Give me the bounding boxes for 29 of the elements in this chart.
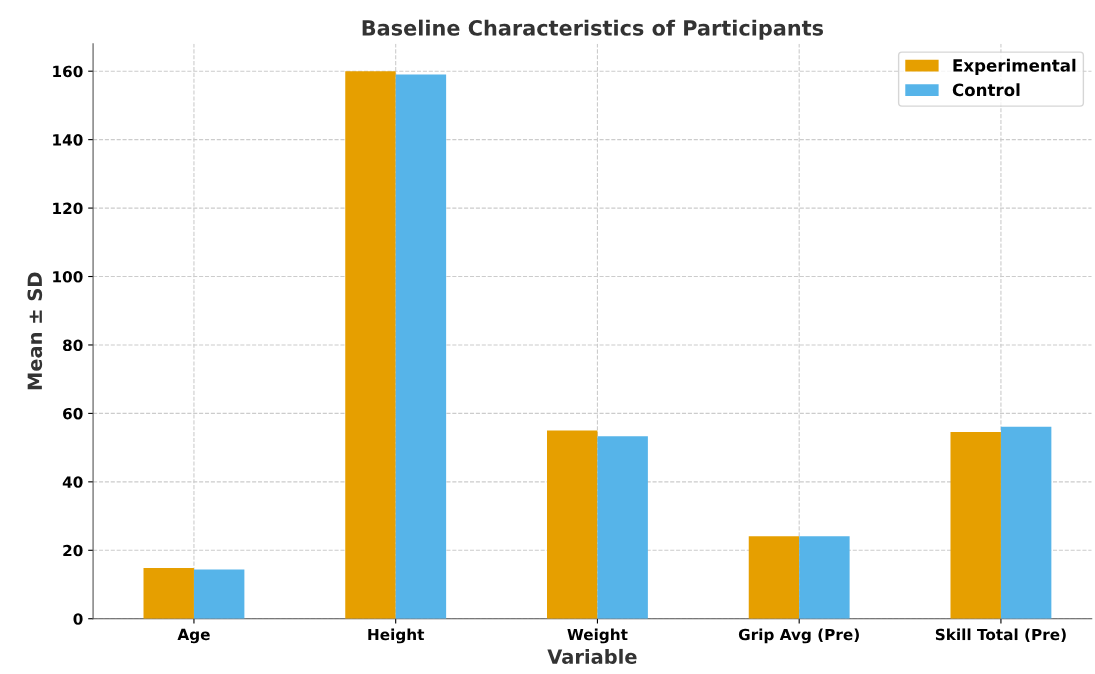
bar	[345, 71, 396, 619]
bar	[748, 536, 800, 619]
y-tick-label: 60	[63, 407, 83, 420]
y-tick-label: 100	[53, 270, 83, 283]
legend-label: Control	[952, 83, 1020, 97]
bar	[950, 431, 1001, 619]
x-tick-label: Weight	[567, 628, 628, 644]
bar	[395, 74, 447, 619]
y-tick-label: 120	[53, 202, 83, 215]
x-tick-label: Skill Total (Pre)	[935, 628, 1066, 643]
bar	[597, 436, 648, 619]
bar	[193, 569, 245, 619]
bar	[143, 568, 194, 619]
y-tick-label: 40	[62, 476, 83, 488]
y-tick-label: 80	[63, 339, 83, 351]
y-tick-label: 0	[73, 613, 83, 625]
y-tick-label: 160	[53, 65, 83, 78]
y-axis-title: Mean ± SD	[27, 272, 43, 390]
x-tick-label: Height	[368, 628, 425, 644]
x-tick-label: Grip Avg (Pre)	[738, 628, 859, 644]
bar	[547, 430, 598, 619]
y-tick-label: 140	[53, 134, 83, 146]
legend-label: Experimental	[953, 58, 1076, 75]
x-tick-label: Age	[177, 628, 210, 644]
chart-title: Baseline Characteristics of Participants	[362, 19, 824, 40]
bar	[1000, 426, 1052, 619]
y-tick-label: 20	[63, 544, 83, 557]
bar	[799, 536, 850, 619]
x-axis-title: Variable	[547, 648, 637, 664]
